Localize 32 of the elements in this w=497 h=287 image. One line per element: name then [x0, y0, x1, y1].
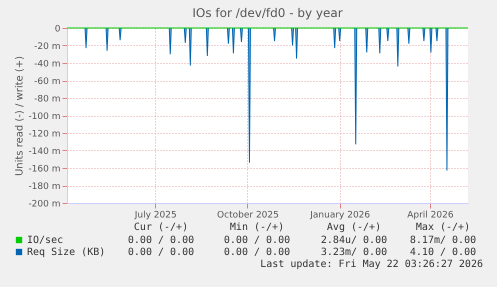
x-tick-label: July 2025 — [134, 210, 177, 220]
text: 4.10 / 0.00 — [410, 247, 476, 258]
text: 0.00 / 0.00 — [128, 247, 194, 258]
y-tick-label: -40 m — [34, 60, 60, 70]
y-tick-label: -120 m — [28, 130, 60, 140]
y-tick-label: -20 m — [34, 42, 60, 52]
text: Avg (-/+) — [326, 222, 382, 233]
text: Last update: Fri May 22 03:26:27 2026 — [260, 259, 483, 270]
y-tick-label: -180 m — [28, 182, 60, 192]
text: 0.00 / 0.00 — [128, 235, 194, 246]
chart-title: IOs for /dev/fd0 - by year — [192, 6, 343, 20]
y-tick-label: 0 — [54, 24, 61, 34]
legend-label: IO/sec — [27, 235, 64, 246]
y-tick-label: -200 m — [28, 200, 60, 210]
text: 8.17m/ 0.00 — [410, 235, 476, 246]
y-axis-title: Units read (-) / write (+) — [14, 56, 26, 176]
x-tick-label: January 2026 — [309, 210, 370, 220]
text: Cur (-/+) — [134, 222, 188, 233]
text: 0.00 / 0.00 — [224, 247, 290, 258]
y-tick-label: -160 m — [28, 164, 60, 174]
legend-label: Req Size (KB) — [27, 247, 106, 258]
x-tick-label: October 2025 — [217, 210, 279, 220]
text: 3.23m/ 0.00 — [320, 247, 388, 258]
y-tick-label: -140 m — [28, 147, 60, 157]
y-tick-label: -60 m — [34, 77, 60, 87]
text: Max (-/+) — [416, 222, 470, 233]
y-tick-label: -100 m — [28, 112, 60, 122]
y-tick-label: -80 m — [34, 94, 60, 104]
text: Min (-/+) — [230, 222, 284, 233]
text: 2.84u/ 0.00 — [320, 235, 388, 246]
text: 0.00 / 0.00 — [224, 235, 290, 246]
x-tick-label: April 2026 — [407, 210, 454, 220]
